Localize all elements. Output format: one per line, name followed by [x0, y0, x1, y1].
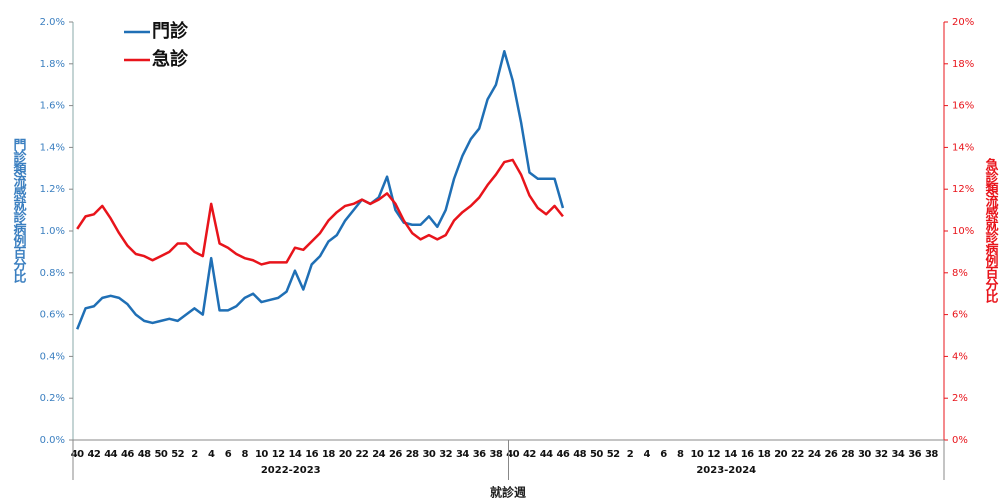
series-line — [76, 50, 565, 330]
legend-label: 門診 — [152, 20, 189, 42]
legend-label: 急診 — [152, 48, 189, 70]
y2-tick-label: 2% — [952, 393, 968, 404]
x-axis-title: 就診週 — [490, 485, 526, 500]
x-tick-label: 38 — [489, 449, 502, 460]
x-tick-label: 46 — [121, 449, 134, 460]
x-tick-label: 12 — [272, 449, 285, 460]
x-tick-label: 20 — [339, 449, 352, 460]
y-tick-label: 1.6% — [40, 101, 65, 112]
x-tick-label: 40 — [71, 449, 84, 460]
x-tick-label: 46 — [556, 449, 569, 460]
x-tick-label: 22 — [791, 449, 804, 460]
x-tick-label: 4 — [643, 449, 650, 460]
y2-tick-label: 14% — [952, 142, 974, 153]
y-tick-label: 0.0% — [40, 435, 65, 446]
y-tick-label: 0.4% — [40, 351, 65, 362]
y-tick-label: 0.6% — [40, 310, 65, 321]
x-tick-label: 26 — [824, 449, 837, 460]
x-tick-label: 14 — [288, 449, 301, 460]
x-tick-label: 38 — [925, 449, 938, 460]
y-tick-label: 0.2% — [40, 393, 65, 404]
x-tick-label: 34 — [891, 449, 904, 460]
x-tick-label: 14 — [724, 449, 737, 460]
x-tick-label: 50 — [590, 449, 603, 460]
x-tick-label: 16 — [305, 449, 318, 460]
x-tick-label: 6 — [225, 449, 232, 460]
y-tick-label: 2.0% — [40, 17, 65, 28]
y2-tick-label: 8% — [952, 268, 968, 279]
x-tick-label: 30 — [422, 449, 435, 460]
x-tick-label: 30 — [858, 449, 871, 460]
x-tick-label: 28 — [406, 449, 419, 460]
x-tick-label: 42 — [87, 449, 100, 460]
x-tick-label: 4 — [208, 449, 215, 460]
x-tick-label: 22 — [355, 449, 368, 460]
y-tick-label: 1.8% — [40, 59, 65, 70]
x-tick-label: 48 — [138, 449, 151, 460]
y-tick-label: 1.2% — [40, 184, 65, 195]
series-line — [76, 158, 564, 266]
y2-tick-label: 16% — [952, 101, 974, 112]
x-tick-label: 20 — [774, 449, 787, 460]
x-tick-label: 52 — [171, 449, 184, 460]
x-tick-label: 42 — [523, 449, 536, 460]
x-tick-label: 18 — [757, 449, 770, 460]
x-tick-label: 24 — [808, 449, 821, 460]
y-axis-title: 門診類流感就診病例百分比 — [11, 138, 28, 284]
y2-tick-label: 18% — [952, 59, 974, 70]
x-tick-label: 44 — [540, 449, 553, 460]
y2-tick-label: 4% — [952, 351, 968, 362]
x-group-label: 2022-2023 — [261, 465, 321, 476]
x-tick-label: 16 — [741, 449, 754, 460]
x-group-label: 2023-2024 — [696, 465, 756, 476]
x-tick-label: 24 — [372, 449, 385, 460]
x-tick-label: 6 — [660, 449, 667, 460]
y-tick-label: 1.0% — [40, 226, 65, 237]
x-tick-label: 36 — [908, 449, 921, 460]
x-tick-label: 44 — [104, 449, 117, 460]
y-tick-label: 1.4% — [40, 142, 65, 153]
x-tick-label: 12 — [707, 449, 720, 460]
x-tick-label: 2 — [627, 449, 634, 460]
y2-axis-title: 急診類流感就診病例百分比 — [983, 157, 1000, 304]
x-tick-label: 40 — [506, 449, 519, 460]
x-tick-label: 10 — [690, 449, 703, 460]
x-tick-label: 34 — [456, 449, 469, 460]
x-tick-label: 10 — [255, 449, 268, 460]
x-tick-label: 36 — [473, 449, 486, 460]
y2-tick-label: 6% — [952, 310, 968, 321]
x-tick-label: 50 — [154, 449, 167, 460]
x-tick-label: 18 — [322, 449, 335, 460]
x-tick-label: 32 — [439, 449, 452, 460]
x-tick-label: 8 — [241, 449, 248, 460]
x-tick-label: 32 — [875, 449, 888, 460]
x-tick-label: 26 — [389, 449, 402, 460]
x-tick-label: 28 — [841, 449, 854, 460]
x-tick-label: 8 — [677, 449, 684, 460]
y-tick-label: 0.8% — [40, 268, 65, 279]
y2-tick-label: 0% — [952, 435, 968, 446]
x-tick-label: 48 — [573, 449, 586, 460]
y2-tick-label: 20% — [952, 17, 974, 28]
y2-tick-label: 12% — [952, 184, 974, 195]
x-tick-label: 2 — [191, 449, 198, 460]
x-tick-label: 52 — [607, 449, 620, 460]
y2-tick-label: 10% — [952, 226, 974, 237]
